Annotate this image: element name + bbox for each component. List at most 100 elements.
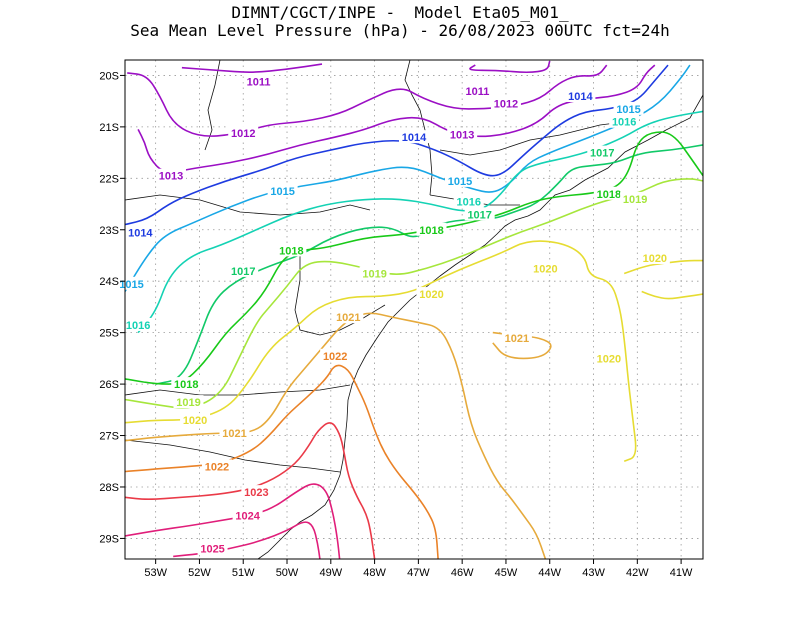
isobar-1019 (125, 178, 703, 409)
x-tick-label: 53W (144, 567, 167, 579)
isobar-label-bg (180, 413, 211, 427)
y-tick-label: 29S (99, 533, 119, 545)
x-tick-label: 41W (670, 567, 693, 579)
isobar-label-bg (462, 83, 493, 97)
plot-frame (124, 59, 704, 560)
isobar-label-1020: 1020 (533, 263, 557, 275)
isobar-label-1015: 1015 (119, 279, 143, 291)
isobar-label-1025: 1025 (200, 544, 224, 556)
x-tick-label: 43W (582, 567, 605, 579)
isobar-label-bg (201, 459, 232, 473)
isobar-label-1019: 1019 (362, 268, 386, 280)
x-tick-label: 51W (232, 567, 255, 579)
isobar-label-1013: 1013 (450, 130, 474, 142)
isobar-label-1021: 1021 (336, 312, 360, 324)
isobar-label-bg (490, 96, 521, 110)
isobar-label-bg (613, 101, 644, 115)
x-tick-label: 50W (276, 567, 299, 579)
isobar-label-1022: 1022 (205, 461, 229, 473)
grid-lines (125, 60, 703, 559)
isobar-label-bg (593, 186, 624, 200)
isobar-label-bg (639, 251, 670, 265)
x-tick-label: 44W (538, 567, 561, 579)
isobar-labels: 1011 1011 1012 1012 1013 1013 1014 1014 1014 1015… (116, 74, 670, 556)
isobar-label-1017: 1017 (231, 266, 255, 278)
isobar-label-1013: 1013 (159, 171, 183, 183)
isobar-label-bg (219, 425, 250, 439)
title-line-2: Sea Mean Level Pressure (hPa) - 26/08/20… (130, 21, 670, 40)
isobar-label-1020: 1020 (597, 353, 621, 365)
isobar-label-bg (447, 127, 478, 141)
isobar-label-bg (565, 89, 596, 103)
y-tick-label: 25S (99, 328, 119, 340)
isobar-1011 (181, 63, 323, 73)
isobar-1020 (125, 240, 637, 463)
chart-title: DIMNT/CGCT/INPE - Model Eta05_M01_ Sea M… (0, 4, 800, 40)
isobar-label-bg (228, 126, 259, 140)
isobar-label-1014: 1014 (402, 132, 427, 144)
isobar-label-bg (530, 261, 561, 275)
isobar-label-bg (155, 168, 186, 182)
isobar-label-1014: 1014 (568, 91, 593, 103)
isobar-1023 (125, 422, 376, 559)
isobar-1020 (623, 259, 703, 275)
isobar-1018 (125, 131, 703, 385)
isobar-label-bg (333, 310, 364, 324)
isobar-1024 (125, 483, 341, 559)
x-tick-label: 42W (626, 567, 649, 579)
isobar-label-bg (197, 541, 228, 555)
isobar-label-bg (116, 276, 147, 290)
isobar-label-bg (593, 351, 624, 365)
isobar-label-bg (320, 348, 351, 362)
y-tick-label: 20S (99, 70, 119, 82)
isobar-label-1016: 1016 (612, 117, 636, 129)
isobar-label-bg (243, 74, 274, 88)
y-tick-label: 24S (99, 276, 119, 288)
y-tick-label: 28S (99, 482, 119, 494)
isobar-label-bg (444, 173, 475, 187)
isobar-label-bg (276, 243, 307, 257)
isobar-label-1021: 1021 (505, 333, 529, 345)
isobar-label-1019: 1019 (623, 194, 647, 206)
isobar-label-1016: 1016 (126, 320, 150, 332)
isobar-label-bg (609, 114, 640, 128)
y-tick-label: 23S (99, 225, 119, 237)
y-tick-label: 26S (99, 379, 119, 391)
state-border-2 (404, 60, 433, 196)
x-tick-label: 46W (451, 567, 474, 579)
isobar-label-bg (123, 317, 154, 331)
x-tick-label: 49W (319, 567, 342, 579)
isobar-1015 (125, 64, 691, 292)
isobar-label-1018: 1018 (419, 225, 443, 237)
isobar-label-bg (125, 225, 156, 239)
isobar-label-1012: 1012 (494, 99, 518, 111)
isobar-label-bg (587, 145, 618, 159)
isobar-label-bg (620, 191, 651, 205)
isobar-label-1011: 1011 (247, 77, 271, 89)
isobar-label-1019: 1019 (176, 397, 200, 409)
isobar-1025 (173, 521, 321, 559)
y-tick-label: 22S (99, 173, 119, 185)
x-axis-ticks: 53W 52W 51W 50W 49W 48W 47W 46W 45W 44W 43W 42W 41W (144, 559, 693, 579)
isobar-label-1023: 1023 (244, 487, 268, 499)
x-tick-label: 48W (363, 567, 386, 579)
isobar-label-bg (416, 222, 447, 236)
isobar-label-bg (228, 263, 259, 277)
isobar-label-1017: 1017 (590, 148, 614, 160)
y-axis-ticks: 20S 21S 22S 23S 24S 25S 26S 27S 28S 29S (99, 70, 125, 545)
x-tick-label: 47W (407, 567, 430, 579)
isobar-label-1012: 1012 (231, 128, 255, 140)
isobar-1022 (125, 364, 439, 559)
isobar-label-1024: 1024 (235, 510, 260, 522)
isobar-label-1015: 1015 (270, 186, 294, 198)
isobar-label-bg (464, 207, 495, 221)
state-border-1 (125, 194, 371, 216)
state-border-5 (125, 439, 341, 473)
x-tick-label: 45W (495, 567, 518, 579)
y-tick-label: 27S (99, 431, 119, 443)
isobar-label-bg (416, 287, 447, 301)
isobar-label-bg (453, 194, 484, 208)
isobar-label-1015: 1015 (448, 176, 472, 188)
isobar-label-bg (501, 330, 532, 344)
